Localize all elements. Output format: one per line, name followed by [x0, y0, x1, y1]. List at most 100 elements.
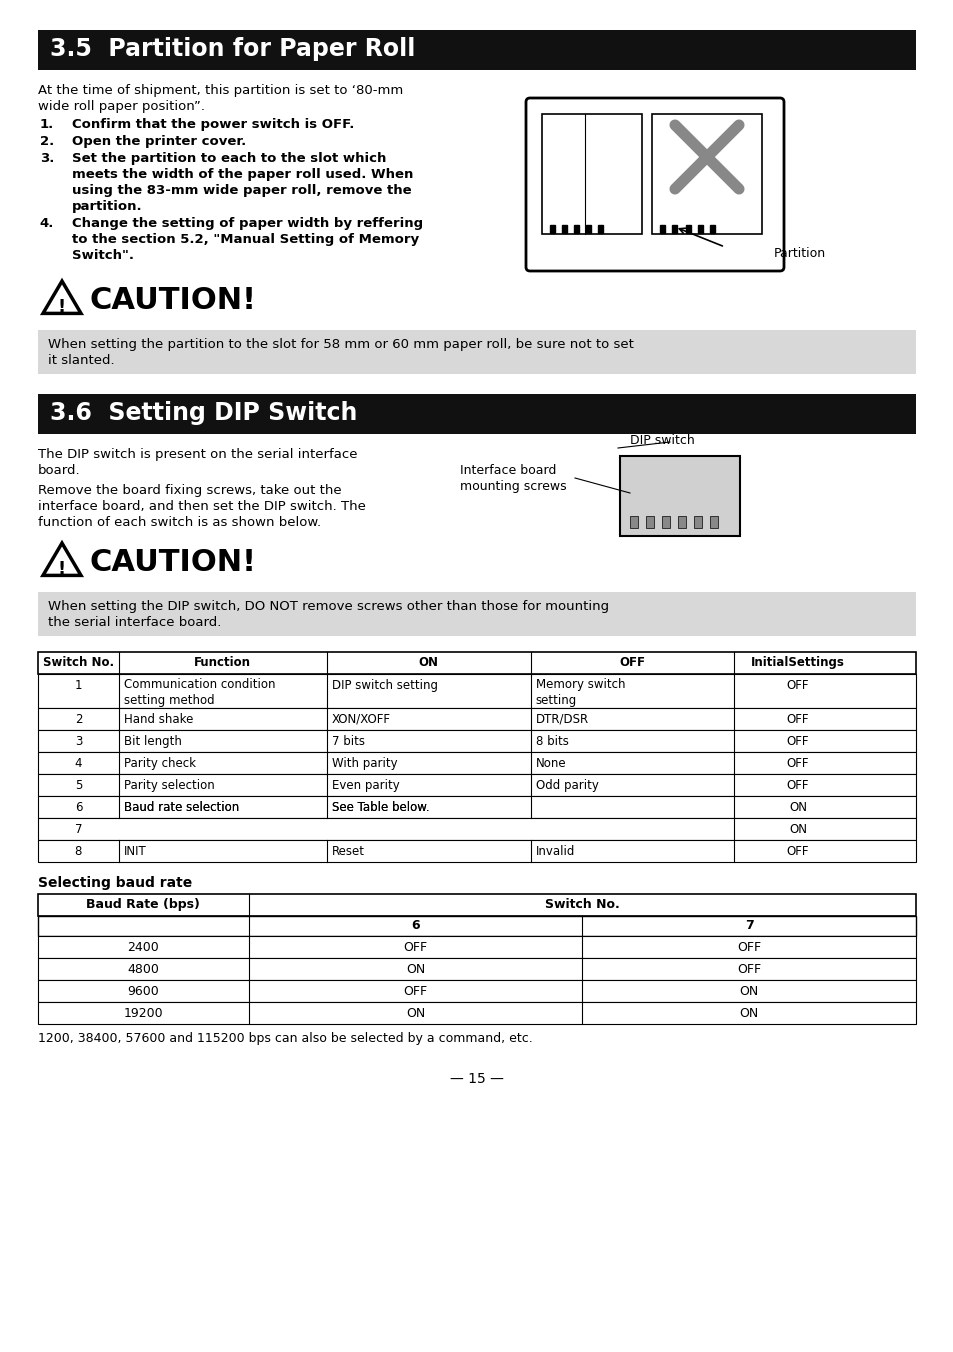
Text: OFF: OFF	[403, 941, 427, 955]
Bar	[38, 730, 915, 752]
Bar	[659, 224, 664, 233]
Text: OFF: OFF	[786, 779, 808, 792]
Text: Invalid: Invalid	[535, 845, 575, 859]
Text: ON: ON	[788, 800, 806, 814]
Text: 5: 5	[74, 779, 82, 792]
Text: INIT: INIT	[124, 845, 147, 859]
Text: OFF: OFF	[786, 845, 808, 859]
Text: 2.: 2.	[40, 135, 54, 147]
Text: DIP switch setting: DIP switch setting	[332, 679, 437, 692]
Text: wide roll paper position”.: wide roll paper position”.	[38, 100, 205, 114]
Bar	[38, 917, 915, 936]
Bar	[38, 796, 915, 818]
Text: 3: 3	[74, 735, 82, 748]
Bar	[38, 675, 915, 708]
Bar	[38, 592, 915, 635]
Text: Even parity: Even parity	[332, 779, 399, 792]
Text: Memory switch
setting: Memory switch setting	[535, 677, 624, 707]
Text: 6: 6	[411, 919, 419, 932]
Text: 1200, 38400, 57600 and 115200 bps can also be selected by a command, etc.: 1200, 38400, 57600 and 115200 bps can al…	[38, 1032, 532, 1045]
Text: Parity check: Parity check	[124, 757, 195, 771]
Text: CAUTION!: CAUTION!	[90, 287, 256, 315]
Text: OFF: OFF	[403, 986, 427, 998]
Bar	[693, 516, 701, 529]
Text: 3.: 3.	[40, 151, 54, 165]
Bar	[550, 224, 555, 233]
Bar	[541, 114, 641, 234]
Text: OFF: OFF	[786, 679, 808, 692]
Bar	[38, 652, 915, 675]
Text: 8 bits: 8 bits	[535, 735, 568, 748]
Text: See Table below.: See Table below.	[332, 800, 429, 814]
Text: Baud rate selection: Baud rate selection	[124, 800, 239, 814]
Text: OFF: OFF	[618, 656, 645, 669]
Text: InitialSettings: InitialSettings	[750, 656, 844, 669]
Bar	[38, 773, 915, 796]
Bar	[38, 752, 915, 773]
Text: The DIP switch is present on the serial interface: The DIP switch is present on the serial …	[38, 448, 357, 461]
Text: 8: 8	[74, 845, 82, 859]
Text: 2: 2	[74, 713, 82, 726]
Text: OFF: OFF	[737, 963, 760, 976]
Text: With parity: With parity	[332, 757, 397, 771]
Text: When setting the DIP switch, DO NOT remove screws other than those for mounting
: When setting the DIP switch, DO NOT remo…	[48, 600, 608, 629]
Bar	[698, 224, 702, 233]
Bar	[709, 224, 714, 233]
Text: 3.5  Partition for Paper Roll: 3.5 Partition for Paper Roll	[50, 37, 415, 61]
FancyBboxPatch shape	[525, 97, 783, 270]
Text: 7: 7	[74, 823, 82, 836]
Text: ON: ON	[739, 986, 758, 998]
Bar	[38, 936, 915, 959]
Bar	[645, 516, 654, 529]
Bar	[38, 818, 915, 840]
Text: ON: ON	[418, 656, 438, 669]
Text: Confirm that the power switch is OFF.: Confirm that the power switch is OFF.	[71, 118, 354, 131]
Text: 6: 6	[74, 800, 82, 814]
Text: !: !	[58, 560, 66, 577]
Text: ON: ON	[739, 1007, 758, 1019]
Text: Interface board
mounting screws: Interface board mounting screws	[459, 464, 566, 493]
Text: Partition: Partition	[773, 247, 825, 260]
Text: — 15 —: — 15 —	[450, 1072, 503, 1086]
Bar	[38, 980, 915, 1002]
Bar	[38, 959, 915, 980]
Text: Bit length: Bit length	[124, 735, 181, 748]
Text: 7 bits: 7 bits	[332, 735, 364, 748]
Text: Open the printer cover.: Open the printer cover.	[71, 135, 246, 147]
Text: Switch No.: Switch No.	[544, 898, 619, 911]
Text: OFF: OFF	[737, 941, 760, 955]
Text: ON: ON	[405, 1007, 425, 1019]
Text: ON: ON	[405, 963, 425, 976]
Text: 19200: 19200	[124, 1007, 163, 1019]
Text: 4.: 4.	[40, 218, 54, 230]
Text: OFF: OFF	[786, 713, 808, 726]
Bar	[574, 224, 578, 233]
Text: board.: board.	[38, 464, 81, 477]
Text: OFF: OFF	[786, 757, 808, 771]
Bar	[709, 516, 718, 529]
Text: DIP switch: DIP switch	[629, 434, 694, 448]
Bar	[38, 894, 915, 917]
Text: When setting the partition to the slot for 58 mm or 60 mm paper roll, be sure no: When setting the partition to the slot f…	[48, 338, 633, 366]
Bar	[678, 516, 685, 529]
Bar	[685, 224, 690, 233]
Text: See Table below.: See Table below.	[332, 800, 429, 814]
Bar	[629, 516, 638, 529]
Text: 3.6  Setting DIP Switch: 3.6 Setting DIP Switch	[50, 402, 357, 425]
Text: OFF: OFF	[786, 735, 808, 748]
Text: Baud Rate (bps): Baud Rate (bps)	[87, 898, 200, 911]
Text: At the time of shipment, this partition is set to ‘80-mm: At the time of shipment, this partition …	[38, 84, 403, 97]
Text: Set the partition to each to the slot which
meets the width of the paper roll us: Set the partition to each to the slot wh…	[71, 151, 413, 214]
Text: Communication condition
setting method: Communication condition setting method	[124, 677, 275, 707]
Text: Parity selection: Parity selection	[124, 779, 214, 792]
Bar	[661, 516, 669, 529]
Bar	[651, 114, 761, 234]
Text: ON: ON	[788, 823, 806, 836]
Text: Reset: Reset	[332, 845, 364, 859]
Bar	[38, 330, 915, 375]
Bar	[38, 393, 915, 434]
Bar	[38, 1002, 915, 1023]
Text: CAUTION!: CAUTION!	[90, 548, 256, 577]
Text: XON/XOFF: XON/XOFF	[332, 713, 391, 726]
Text: Change the setting of paper width by reffering
to the section 5.2, "Manual Setti: Change the setting of paper width by ref…	[71, 218, 423, 262]
